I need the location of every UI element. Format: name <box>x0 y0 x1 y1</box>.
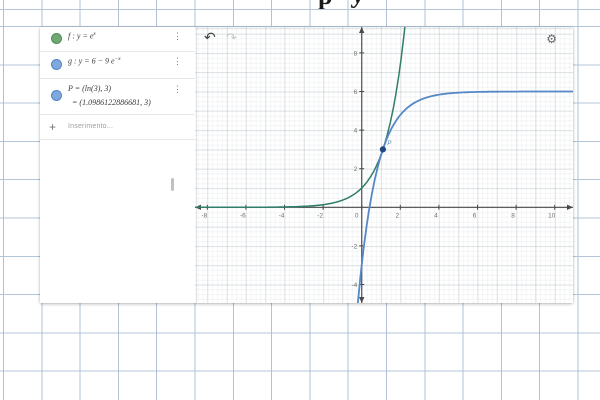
row-menu-icon[interactable]: ⋮ <box>173 31 182 41</box>
visibility-dot-point[interactable] <box>51 90 62 101</box>
expression-f: f : y = ex <box>68 31 96 41</box>
svg-text:2: 2 <box>395 212 399 219</box>
point-value-line: = (1.0986122886681, 3) <box>72 98 151 107</box>
svg-text:-2: -2 <box>317 212 323 219</box>
geogebra-applet: f : y = ex ⋮ g : y = 6 − 9 e−x ⋮ P = (ln… <box>40 27 573 303</box>
row-menu-icon[interactable]: ⋮ <box>173 56 182 66</box>
plot-canvas: -8 -6 -4 -2 0 2 4 6 8 10 8 6 4 2 -2 -4 P <box>195 27 573 303</box>
visibility-dot-g[interactable] <box>51 59 62 70</box>
algebra-row-point[interactable]: P = (ln(3), 3) = (1.0986122886681, 3) ⋮ <box>40 79 195 115</box>
svg-text:2: 2 <box>354 166 358 173</box>
svg-text:-8: -8 <box>201 212 207 219</box>
algebra-input-row[interactable]: + Inserimento... <box>40 115 195 140</box>
clipped-title-fragment: p y <box>308 0 418 9</box>
svg-text:-6: -6 <box>240 212 246 219</box>
svg-text:-2: -2 <box>351 243 357 250</box>
svg-text:8: 8 <box>511 212 515 219</box>
input-placeholder: Inserimento... <box>68 123 114 130</box>
expression-g: g : y = 6 − 9 e−x <box>68 56 121 66</box>
svg-text:10: 10 <box>548 212 556 219</box>
sidebar-scrollbar-thumb[interactable] <box>171 178 174 191</box>
algebra-sidebar: f : y = ex ⋮ g : y = 6 − 9 e−x ⋮ P = (ln… <box>40 27 196 303</box>
expression-point: P = (ln(3), 3) <box>68 84 112 93</box>
svg-text:6: 6 <box>473 212 477 219</box>
redo-icon[interactable]: ↷ <box>226 30 237 45</box>
visibility-dot-f[interactable] <box>51 33 62 44</box>
svg-text:P: P <box>387 141 391 147</box>
row-menu-icon[interactable]: ⋮ <box>173 84 182 94</box>
svg-text:0: 0 <box>355 212 359 219</box>
plus-icon: + <box>49 120 57 134</box>
undo-icon[interactable]: ↶ <box>204 29 216 45</box>
svg-text:4: 4 <box>354 128 358 135</box>
algebra-row-g[interactable]: g : y = 6 − 9 e−x ⋮ <box>40 52 195 79</box>
clipped-letter: y <box>350 0 367 9</box>
svg-text:-4: -4 <box>351 282 357 289</box>
svg-text:6: 6 <box>354 89 358 96</box>
algebra-row-f[interactable]: f : y = ex ⋮ <box>40 27 195 52</box>
settings-gear-icon[interactable]: ⚙ <box>546 32 557 46</box>
clipped-letter: p <box>318 0 332 9</box>
graphics-view[interactable]: -8 -6 -4 -2 0 2 4 6 8 10 8 6 4 2 -2 -4 P ↶ ↷ ⚙ <box>195 27 573 303</box>
svg-text:8: 8 <box>354 50 358 57</box>
svg-text:4: 4 <box>434 212 438 219</box>
svg-text:-4: -4 <box>279 212 285 219</box>
